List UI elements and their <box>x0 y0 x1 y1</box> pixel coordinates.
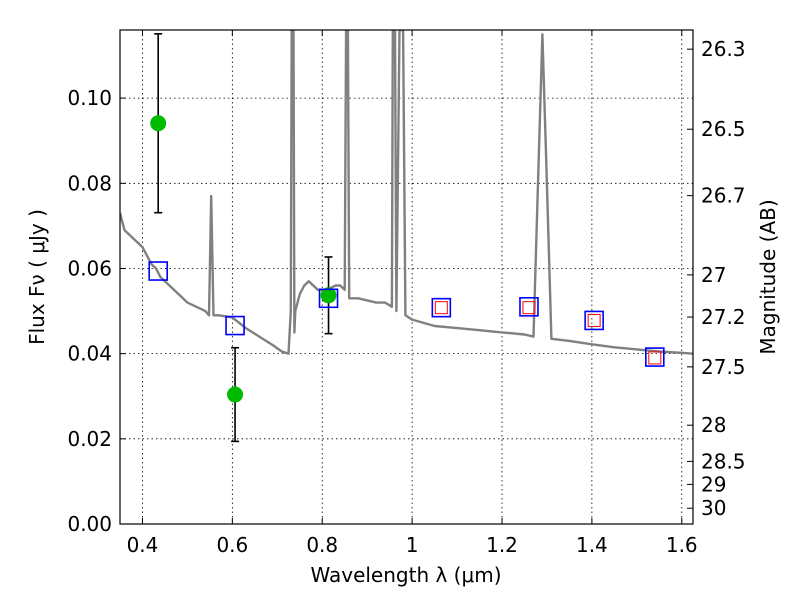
x-tick-label: 1.6 <box>666 533 698 557</box>
y2-tick-label: 26.5 <box>701 117 746 141</box>
y2-tick-label: 28.5 <box>701 449 746 473</box>
y2-tick-label: 26.7 <box>701 184 746 208</box>
model-flux-square <box>225 315 245 336</box>
x-tick-label: 0.4 <box>127 533 159 557</box>
y-tick-label: 0.04 <box>67 342 112 366</box>
x-tick-label: 0.8 <box>306 533 338 557</box>
y-tick-label: 0.10 <box>67 86 112 110</box>
x-tick-label: 1.2 <box>486 533 518 557</box>
model-flux-square-small <box>587 313 601 327</box>
y-tick-label: 0.06 <box>67 256 112 280</box>
y-tick-label: 0.02 <box>67 427 112 451</box>
observed-flux-point <box>227 386 244 403</box>
y2-tick-label: 29 <box>701 472 726 496</box>
model-flux-square-small <box>434 301 448 315</box>
photometry-markers <box>148 33 665 443</box>
x-tick-label: 1.4 <box>576 533 608 557</box>
y2-tick-label: 27.2 <box>701 305 746 329</box>
plot-frame <box>119 29 694 525</box>
y2-tick-label: 26.3 <box>701 37 746 61</box>
y2-axis-label: Magnitude (AB) <box>756 199 780 354</box>
model-flux-square <box>431 297 452 318</box>
model-flux-square-small <box>648 351 662 365</box>
y2-tick-label: 27.5 <box>701 355 746 379</box>
spectrum-line <box>120 30 693 355</box>
grid-lines <box>120 30 693 525</box>
model-spectrum <box>120 30 693 355</box>
x-tick-label: 0.6 <box>216 533 248 557</box>
model-flux-square <box>318 288 339 309</box>
model-flux-square <box>644 347 665 367</box>
model-flux-square <box>148 261 168 281</box>
x-tick-label: 1 <box>406 533 419 557</box>
axis-ticks: 0.4 0.6 0.8 1 1.2 1.4 1.6 0.00 0.02 0.04 0.06 0.08 0… <box>67 30 746 557</box>
y-tick-label: 0.08 <box>67 171 112 195</box>
observed-flux-point <box>320 287 337 304</box>
x-axis-label: Wavelength λ (μm) <box>310 563 501 587</box>
observed-flux-point <box>150 115 167 132</box>
y-tick-label: 0.00 <box>67 512 112 536</box>
y2-tick-label: 28 <box>701 413 726 437</box>
model-flux-square-small <box>522 301 536 315</box>
y-axis-label: Flux Fν ( μJy ) <box>25 209 49 345</box>
model-flux-square <box>519 297 539 317</box>
y2-tick-label: 30 <box>701 496 726 520</box>
y2-tick-label: 27 <box>701 263 726 287</box>
model-flux-square <box>584 310 604 331</box>
